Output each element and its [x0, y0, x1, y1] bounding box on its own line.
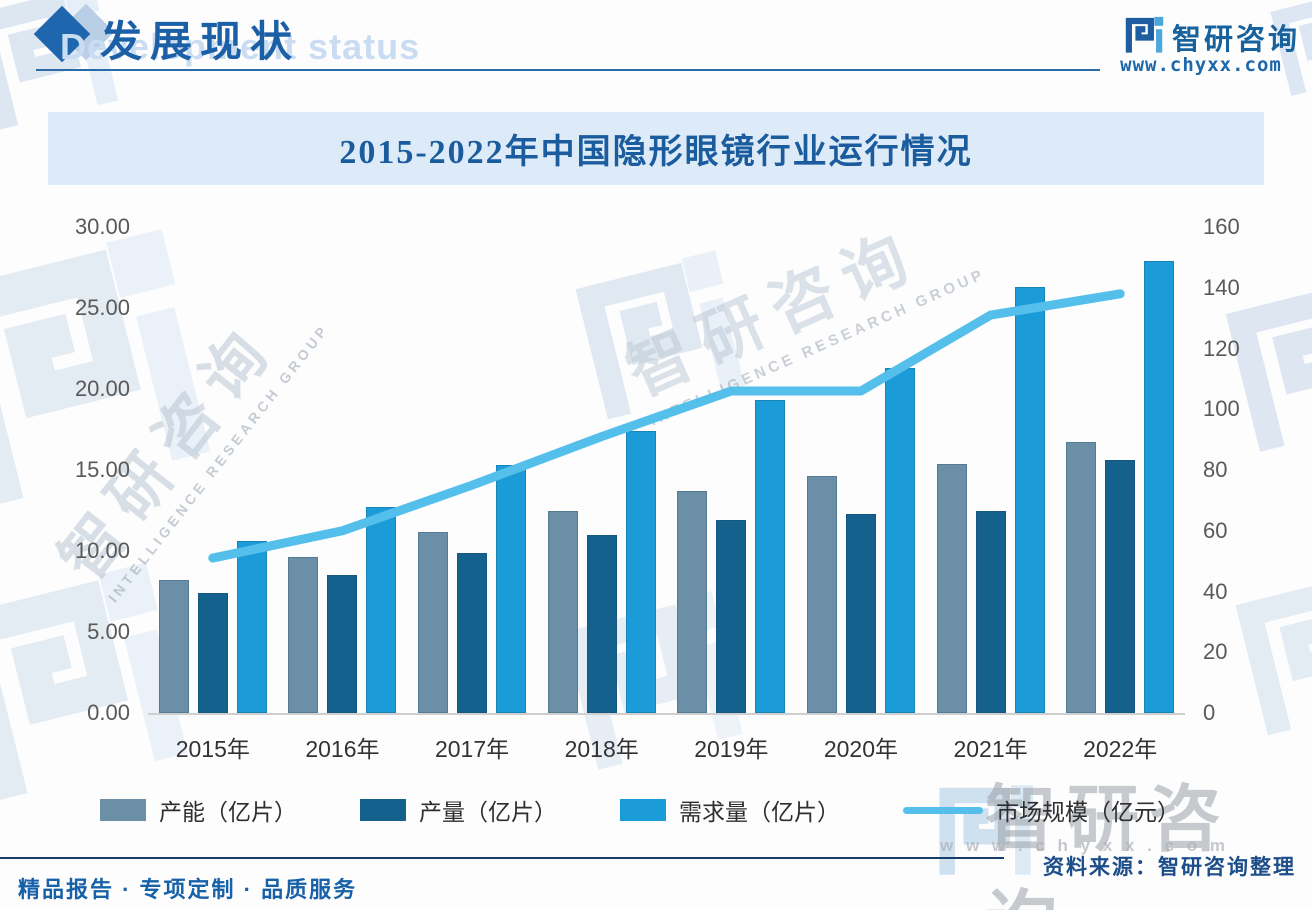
header-divider: [36, 69, 1100, 71]
bar: [1014, 286, 1045, 713]
right-axis-tick: 40: [1203, 578, 1228, 604]
bar: [418, 531, 449, 713]
legend-label: 市场规模（亿元）: [996, 799, 1180, 825]
bar: [1144, 261, 1175, 713]
bar: [975, 510, 1006, 713]
left-axis-tick: 30.00: [74, 214, 130, 239]
x-axis-label: 2019年: [694, 736, 769, 762]
right-axis-tick: 80: [1203, 457, 1228, 482]
bar: [755, 400, 786, 713]
left-axis-tick: 15.00: [74, 457, 130, 482]
bar: [845, 513, 876, 713]
legend-item: 产能（亿片）: [100, 793, 297, 827]
legend-label: 产量（亿片）: [419, 799, 557, 825]
right-axis-tick: 20: [1203, 639, 1228, 665]
legend-item: 需求量（亿片）: [620, 793, 840, 827]
source-divider: [0, 857, 1004, 859]
x-axis-label: 2020年: [823, 736, 899, 762]
bar: [457, 552, 488, 713]
left-axis-tick: 5.00: [87, 619, 130, 644]
left-axis-tick: 20.00: [74, 376, 130, 401]
right-axis-tick: 140: [1203, 274, 1240, 300]
bar: [884, 367, 915, 713]
watermark-text: 智研咨询 INTELLIGENCE RESEARCH GROUP: [616, 216, 989, 430]
right-axis-tick: 0: [1203, 700, 1216, 725]
legend-line-swatch: [903, 806, 983, 814]
source-label: 资料来源：智研咨询整理: [1043, 856, 1296, 879]
bar: [547, 510, 578, 713]
legend-bar-swatch: [620, 799, 666, 821]
left-axis-tick: 25.00: [74, 295, 130, 320]
x-axis-label: 2015年: [175, 736, 250, 762]
right-axis-tick: 120: [1203, 335, 1240, 361]
bar: [1105, 460, 1136, 713]
x-axis-line: [148, 713, 1185, 715]
chart-title-banner: 2015-2022年中国隐形眼镜行业运行情况: [48, 112, 1264, 185]
bar: [586, 534, 617, 713]
x-axis-label: 2022年: [1083, 736, 1158, 762]
bar: [677, 491, 708, 713]
x-axis-label: 2017年: [434, 736, 510, 762]
brand-site-url[interactable]: www.chyxx.com: [1120, 54, 1282, 76]
legend-bar-swatch: [100, 799, 146, 821]
legend-item: 产量（亿片）: [360, 793, 557, 827]
bar: [366, 507, 397, 713]
bar: [158, 580, 189, 713]
right-axis-tick: 60: [1203, 517, 1228, 543]
bar: [236, 541, 267, 713]
bar: [936, 463, 967, 713]
x-axis-label: 2016年: [305, 736, 380, 762]
left-axis-tick: 10.00: [74, 538, 130, 563]
bar: [806, 476, 837, 713]
brand-logo-icon: [1128, 16, 1164, 53]
right-axis-tick: 100: [1203, 396, 1240, 422]
right-axis-tick: 160: [1203, 214, 1240, 239]
footer-slogan: 精品报告 · 专项定制 · 品质服务: [18, 877, 358, 902]
left-axis-tick: 0.00: [87, 700, 130, 725]
bar: [327, 575, 358, 713]
bar: [288, 557, 319, 713]
legend-bar-swatch: [360, 799, 406, 821]
bar: [716, 520, 747, 713]
page-title: 发展现状: [100, 20, 301, 66]
x-axis-label: 2018年: [564, 736, 639, 762]
bar: [496, 465, 527, 713]
brand-name: 智研咨询: [1172, 24, 1301, 56]
bar: [1066, 442, 1097, 713]
legend-label: 需求量（亿片）: [679, 799, 840, 825]
x-axis-label: 2021年: [953, 736, 1028, 762]
chart-title: 2015-2022年中国隐形眼镜行业运行情况: [339, 134, 973, 171]
watermark-text: 智研咨询: [985, 780, 1232, 910]
legend-item: 市场规模（亿元）: [903, 793, 1180, 827]
legend: 产能（亿片） 产量（亿片） 需求量（亿片） 市场规模（亿元）: [100, 789, 1180, 831]
bar: [625, 431, 656, 713]
legend-label: 产能（亿片）: [159, 799, 297, 825]
watermark-logo-icon: [586, 250, 749, 417]
bar: [197, 593, 228, 713]
